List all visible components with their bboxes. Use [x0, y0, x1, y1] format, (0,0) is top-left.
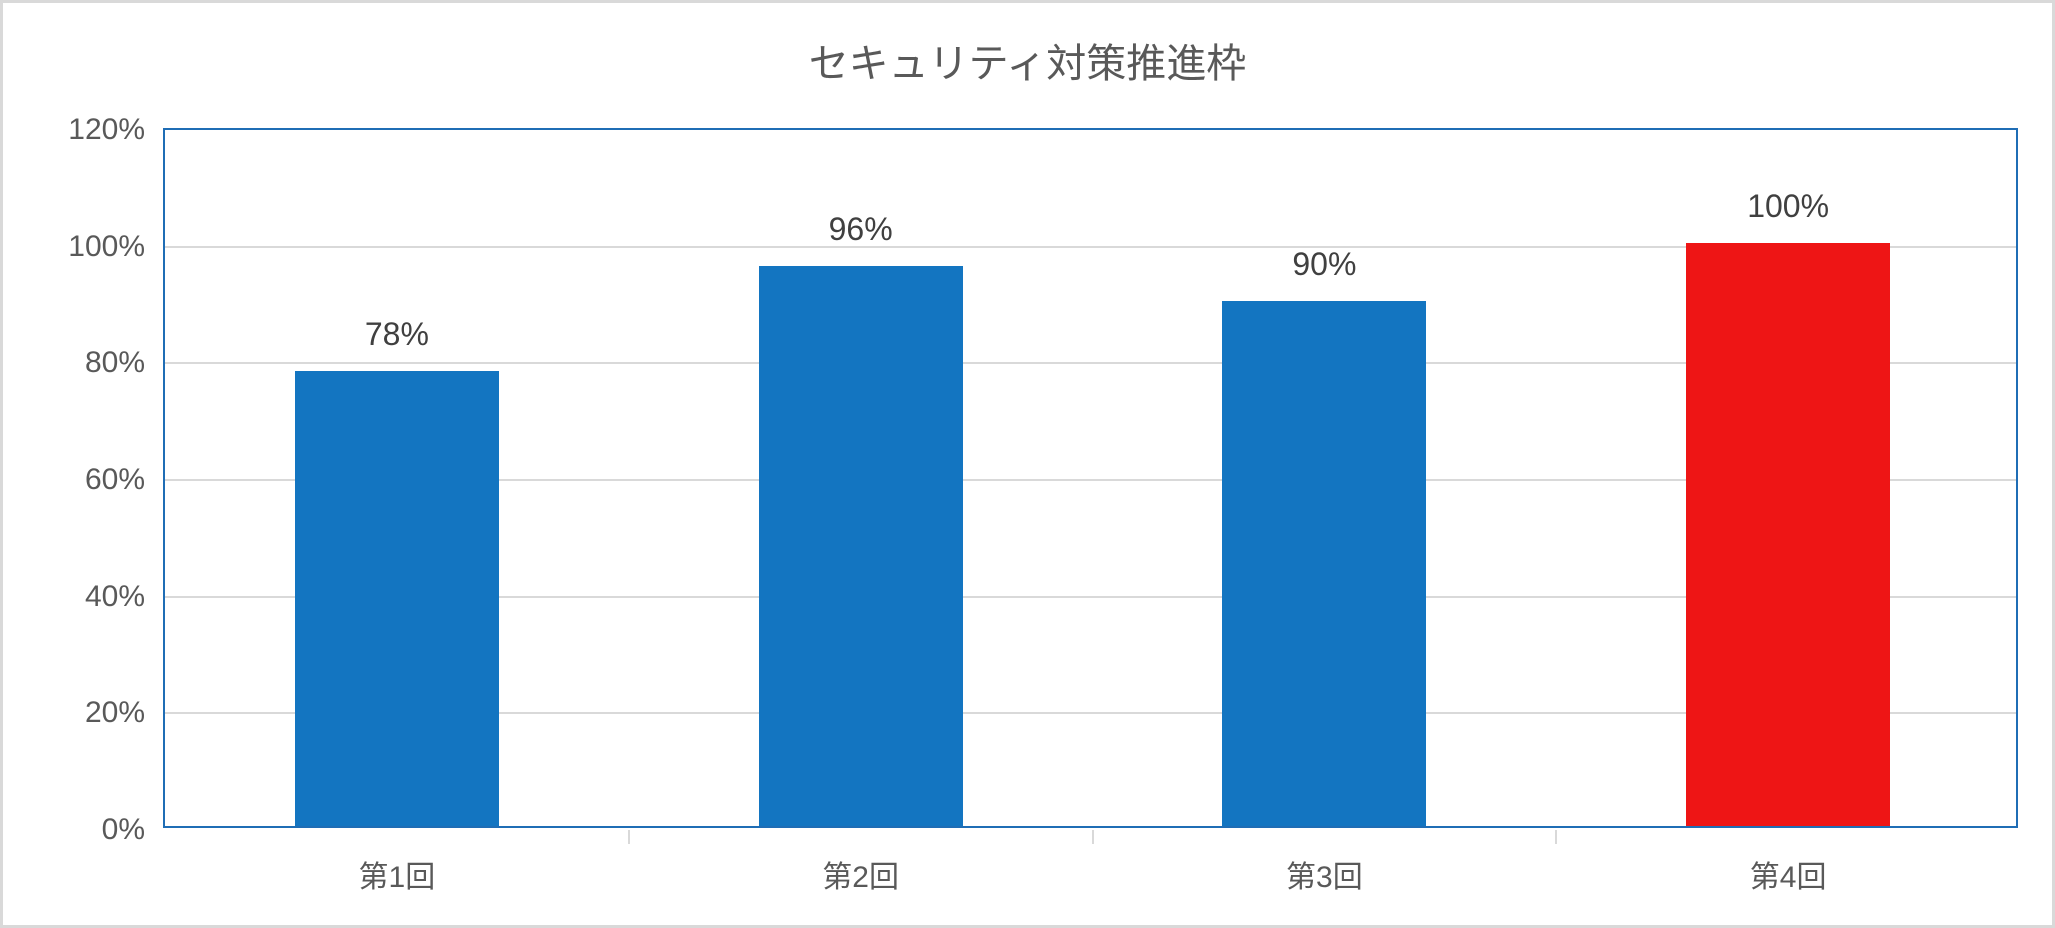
x-tick-label: 第2回 — [822, 852, 899, 896]
bar — [759, 266, 963, 826]
bar-value-label: 90% — [1292, 246, 1356, 283]
x-tick-label: 第4回 — [1750, 852, 1827, 896]
y-tick-label: 100% — [25, 230, 145, 264]
chart-title: セキュリティ対策推進枠 — [3, 31, 2052, 89]
x-axis-tick — [628, 830, 630, 844]
y-tick-label: 40% — [25, 580, 145, 614]
bar-value-label: 96% — [829, 211, 893, 248]
chart-container: セキュリティ対策推進枠 0%20%40%60%80%100%120%78%第1回… — [0, 0, 2055, 928]
y-tick-label: 20% — [25, 696, 145, 730]
bar — [1686, 243, 1890, 826]
x-tick-label: 第3回 — [1286, 852, 1363, 896]
y-tick-label: 60% — [25, 463, 145, 497]
x-axis-tick — [1092, 830, 1094, 844]
x-axis-tick — [1555, 830, 1557, 844]
y-tick-label: 0% — [25, 813, 145, 847]
plot-area: 0%20%40%60%80%100%120%78%第1回96%第2回90%第3回… — [163, 128, 2018, 828]
bar — [295, 371, 499, 826]
bar — [1222, 301, 1426, 826]
y-tick-label: 80% — [25, 346, 145, 380]
y-tick-label: 120% — [25, 113, 145, 147]
bar-value-label: 78% — [365, 316, 429, 353]
x-tick-label: 第1回 — [359, 852, 436, 896]
bar-value-label: 100% — [1747, 188, 1829, 225]
